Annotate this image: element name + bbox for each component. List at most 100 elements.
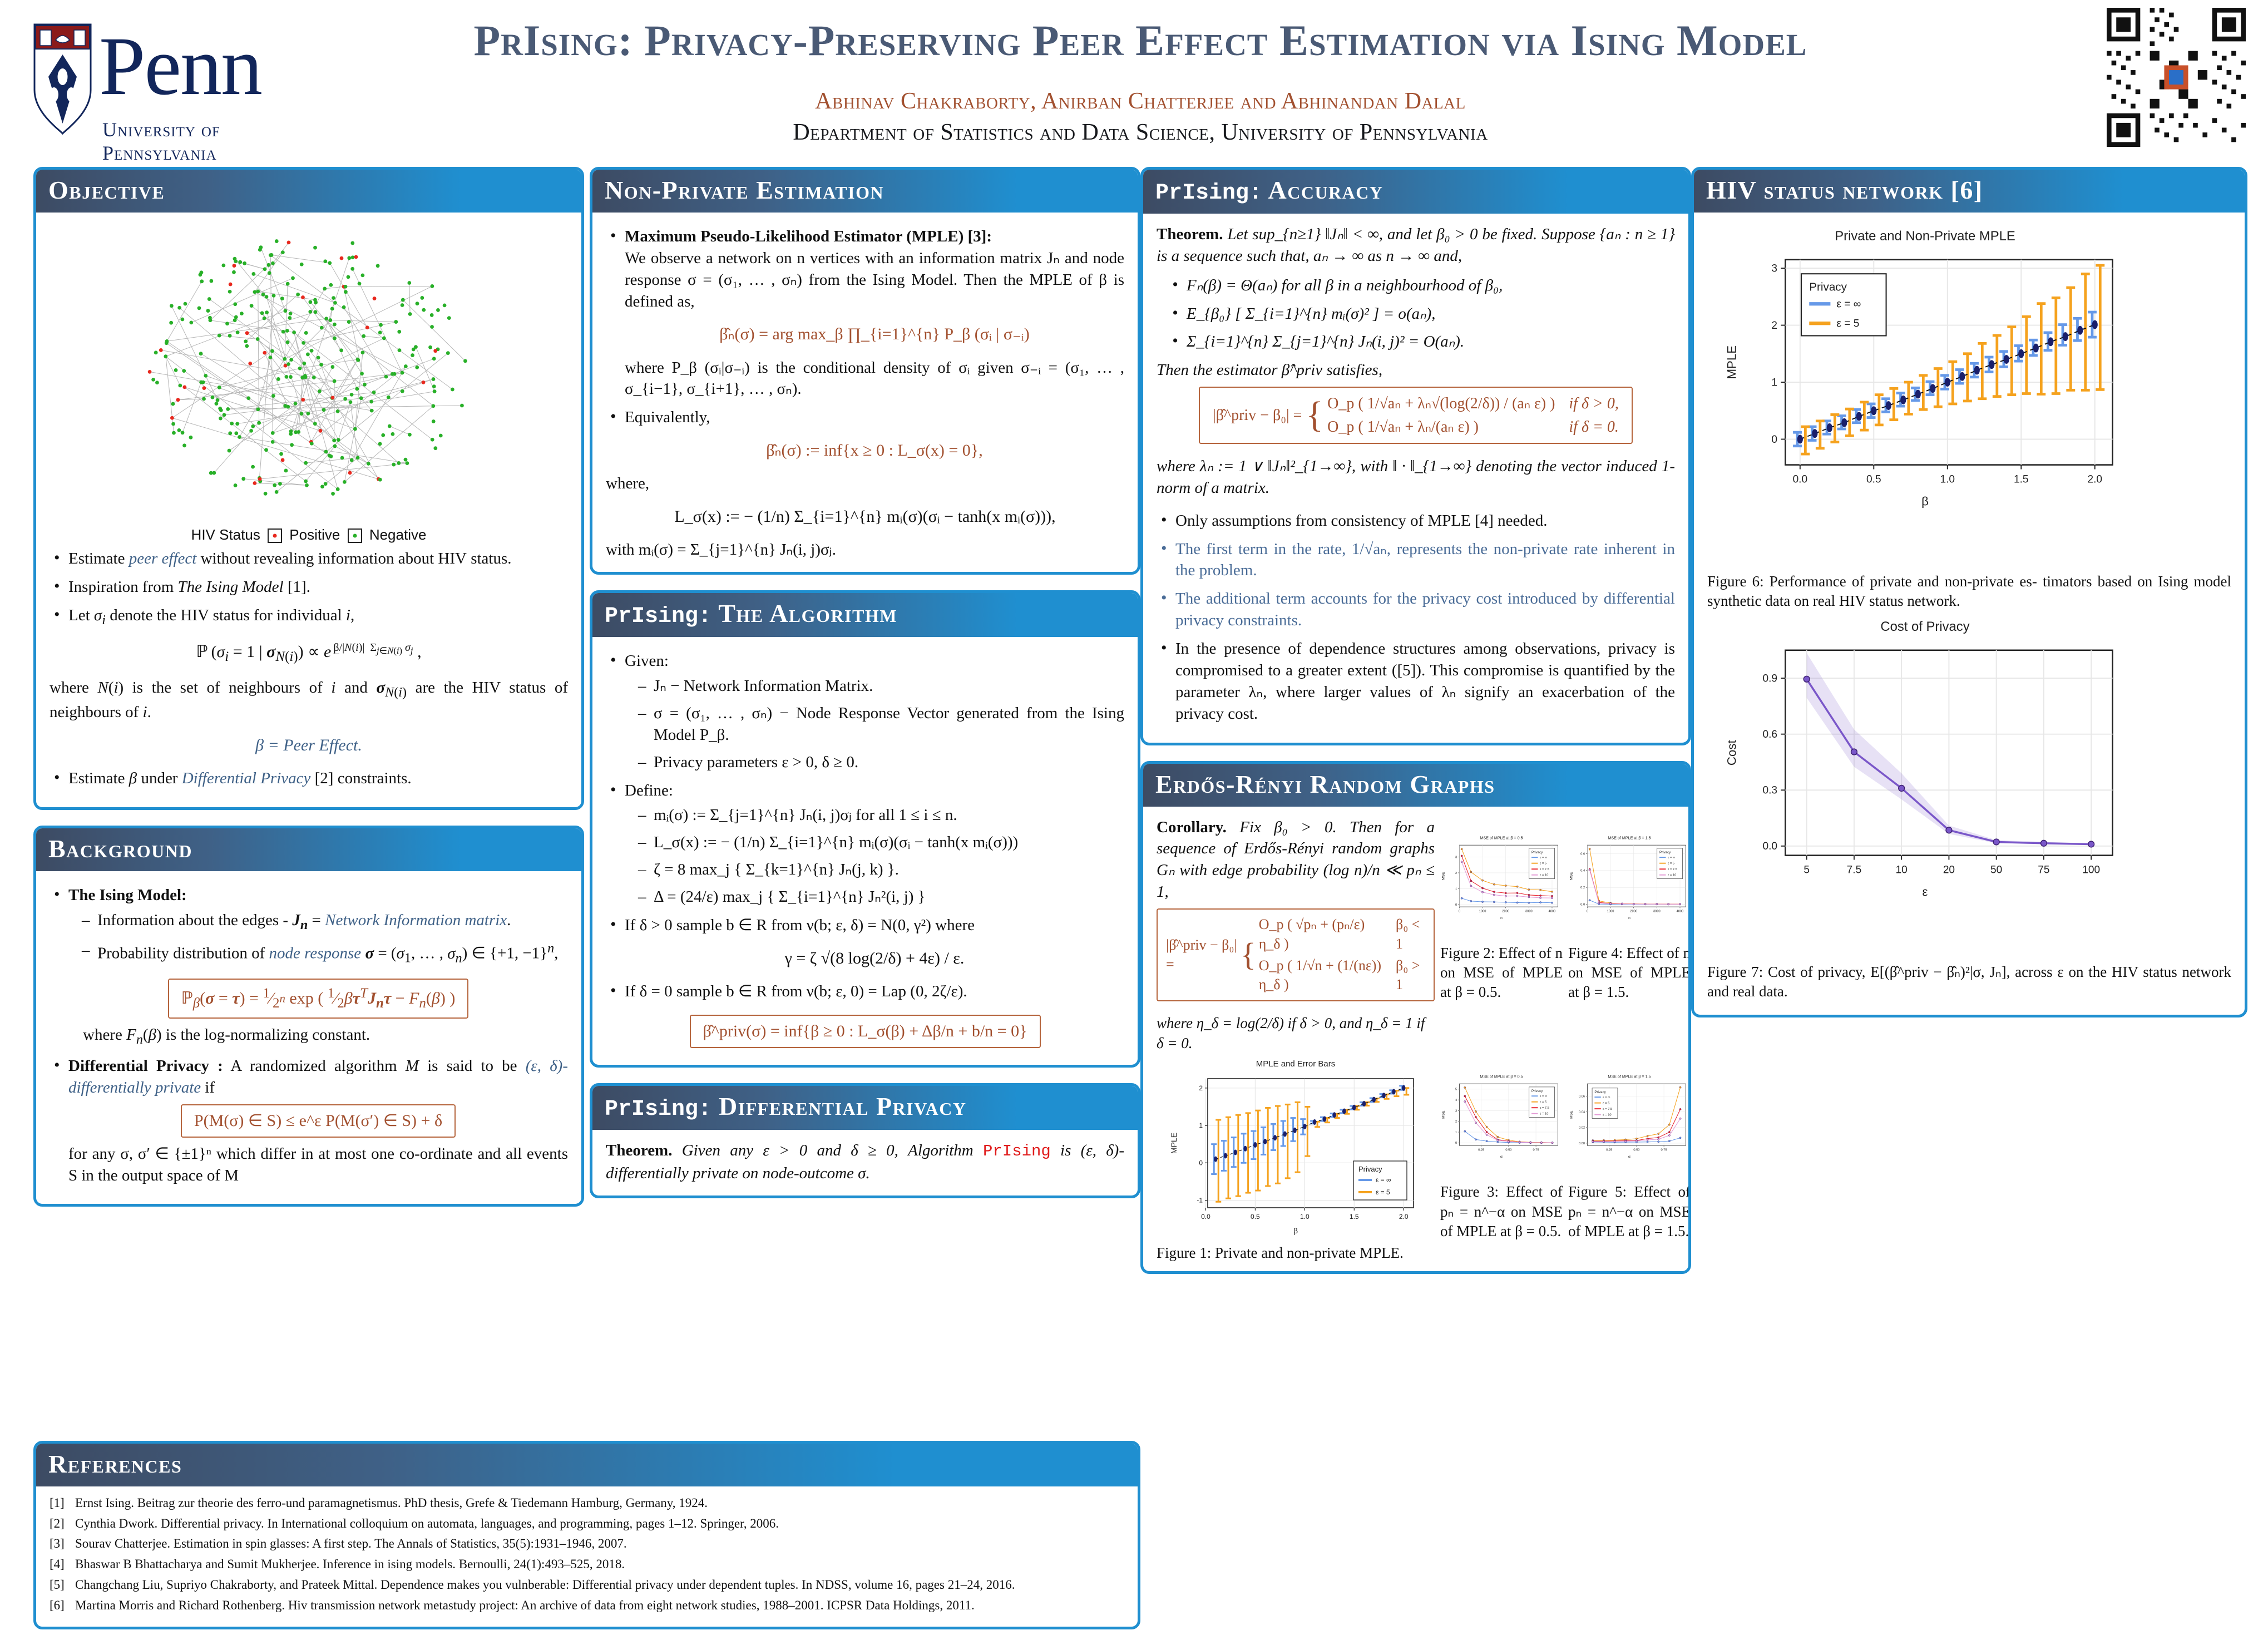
list-item: σ = (σ₁, … , σₙ) − Node Response Vector … bbox=[654, 703, 1124, 746]
network-node bbox=[463, 359, 467, 363]
svg-text:Privacy: Privacy bbox=[1659, 851, 1671, 854]
svg-text:1000: 1000 bbox=[1479, 910, 1486, 913]
svg-text:α: α bbox=[1500, 1155, 1503, 1159]
list-item: ζ = 8 max_j { Σ_{k=1}^{n} Jₙ(j, k) }. bbox=[654, 859, 1124, 881]
network-node bbox=[182, 369, 186, 373]
network-node bbox=[353, 427, 357, 431]
network-node bbox=[313, 246, 317, 250]
svg-text:MSE: MSE bbox=[1442, 871, 1446, 880]
reference-item: [6]Martina Morris and Richard Rothenberg… bbox=[50, 1597, 1124, 1614]
algorithm-name: PrIsing bbox=[983, 1142, 1051, 1160]
network-node bbox=[324, 450, 328, 454]
network-node bbox=[281, 458, 285, 462]
network-node bbox=[209, 279, 213, 283]
svg-text:MSE: MSE bbox=[1570, 1110, 1574, 1119]
svg-text:4000: 4000 bbox=[1549, 910, 1556, 913]
network-node bbox=[189, 320, 193, 324]
nonprivate-where-text: where P_β (σᵢ|σ₋ᵢ) is the conditional de… bbox=[625, 357, 1124, 401]
svg-text:2000: 2000 bbox=[1630, 910, 1637, 913]
svg-text:3: 3 bbox=[1455, 856, 1457, 859]
equation-erdos-wrap: |β̂^priv − β₀| = { O_p ( √pₙ + (pₙ/ε) η_… bbox=[1157, 903, 1435, 1013]
background-bullet-list: The Ising Model: Information about the e… bbox=[50, 885, 568, 1186]
network-node bbox=[207, 297, 211, 301]
network-node bbox=[289, 429, 293, 433]
legend-swatch-positive bbox=[268, 528, 282, 543]
section-body-erdos: Corollary. Fix β₀ > 0. Then for a sequen… bbox=[1143, 807, 1688, 1271]
svg-text:1000: 1000 bbox=[1607, 910, 1614, 913]
svg-text:ε = 7.5: ε = 7.5 bbox=[1540, 1107, 1549, 1110]
reference-item: [1]Ernst Ising. Beitrag zur theorie des … bbox=[50, 1494, 1124, 1512]
network-node bbox=[238, 260, 242, 264]
section-title-algorithm-lead: PrIsing: bbox=[605, 604, 711, 629]
svg-text:7.5: 7.5 bbox=[1847, 865, 1862, 876]
network-node bbox=[234, 315, 238, 319]
network-node bbox=[322, 408, 326, 412]
network-node bbox=[433, 446, 437, 450]
section-body-references: [1]Ernst Ising. Beitrag zur theorie des … bbox=[36, 1486, 1138, 1627]
network-node bbox=[300, 412, 304, 416]
references-wrapper: References [1]Ernst Ising. Beitrag zur t… bbox=[33, 1441, 1140, 1645]
network-node bbox=[397, 461, 401, 465]
section-header-references: References bbox=[36, 1444, 1138, 1486]
list-item: L_σ(x) := − (1/n) Σ_{i=1}^{n} mᵢ(σ)(σᵢ −… bbox=[654, 832, 1124, 853]
network-node bbox=[340, 456, 344, 460]
svg-text:4000: 4000 bbox=[1677, 910, 1684, 913]
svg-text:Cost: Cost bbox=[1725, 740, 1738, 766]
reference-item: [2]Cynthia Dwork. Differential privacy. … bbox=[50, 1515, 1124, 1533]
svg-text:ε = ∞: ε = ∞ bbox=[1603, 1096, 1610, 1099]
chart-fig5-svg: MSE of MPLE at β = 1.50.000.020.040.060.… bbox=[1568, 1055, 1691, 1178]
network-node bbox=[266, 263, 270, 267]
network-node bbox=[263, 351, 266, 355]
network-node bbox=[304, 461, 308, 465]
section-accuracy: PrIsing: Accuracy Theorem. Let sup_{n≥1}… bbox=[1140, 167, 1691, 745]
objective-where-text: where N(i) is the set of neighbours of i… bbox=[50, 677, 568, 723]
corollary-label: Corollary. bbox=[1157, 818, 1227, 836]
network-node bbox=[250, 304, 254, 308]
network-node bbox=[397, 330, 401, 334]
section-hiv-network: HIV status network [6] Private and Non-P… bbox=[1691, 167, 2247, 1017]
equation-conditional-prob: ℙ (σi = 1 | σN(i)) ∝ e β/|N(i)| Σj∈N(i) … bbox=[50, 640, 568, 666]
network-node bbox=[164, 354, 167, 358]
svg-text:0: 0 bbox=[1771, 434, 1777, 446]
column-1: Objective HIV Status Positive Negative E… bbox=[33, 167, 584, 1222]
erdos-eq-case2-cond: β₀ > 1 bbox=[1395, 955, 1426, 996]
network-node bbox=[273, 483, 276, 487]
figure-6-caption: Figure 6: Performance of private and non… bbox=[1707, 572, 2231, 611]
network-node bbox=[240, 312, 244, 315]
network-node bbox=[428, 345, 432, 349]
network-node bbox=[230, 422, 234, 426]
svg-text:0: 0 bbox=[1455, 1142, 1457, 1145]
penn-wordmark: Penn bbox=[99, 27, 261, 106]
network-node bbox=[319, 429, 323, 433]
reference-item: [4]Bhaswar B Bhattacharya and Sumit Mukh… bbox=[50, 1555, 1124, 1573]
svg-text:ε = 5: ε = 5 bbox=[1603, 1102, 1609, 1105]
list-item: Σ_{i=1}^{n} Σ_{j=1}^{n} Jₙ(i, j)² = O(aₙ… bbox=[1187, 331, 1675, 353]
network-node bbox=[182, 443, 186, 447]
network-node bbox=[184, 302, 187, 306]
network-node bbox=[268, 271, 271, 275]
svg-text:0.00: 0.00 bbox=[1579, 1142, 1585, 1145]
network-node bbox=[270, 253, 274, 257]
network-node bbox=[310, 349, 314, 353]
svg-text:ε = 7.5: ε = 7.5 bbox=[1540, 868, 1549, 871]
figure-7-caption: Figure 7: Cost of privacy, E[(β̂^priv − … bbox=[1707, 962, 2231, 1001]
ising-model-label: The Ising Model: bbox=[68, 886, 187, 904]
section-title-accuracy-rest: Accuracy bbox=[1268, 176, 1383, 204]
section-header-background: Background bbox=[36, 828, 581, 871]
network-node bbox=[356, 358, 360, 362]
title-block: PrIsing: Privacy-Preserving Peer Effect … bbox=[334, 6, 1947, 146]
network-node bbox=[431, 438, 434, 442]
reference-number: [6] bbox=[50, 1597, 75, 1614]
svg-text:0.9: 0.9 bbox=[1763, 673, 1778, 685]
network-node bbox=[319, 363, 323, 367]
objective-bullet-list-2: Estimate β under Differential Privacy [2… bbox=[50, 768, 568, 789]
network-node bbox=[296, 293, 300, 297]
svg-text:0.6: 0.6 bbox=[1763, 729, 1778, 740]
network-node bbox=[228, 290, 232, 294]
network-node bbox=[343, 480, 347, 484]
network-node bbox=[320, 326, 324, 330]
network-node bbox=[206, 309, 210, 313]
reference-text: Changchang Liu, Supriyo Chakraborty, and… bbox=[75, 1576, 1124, 1594]
